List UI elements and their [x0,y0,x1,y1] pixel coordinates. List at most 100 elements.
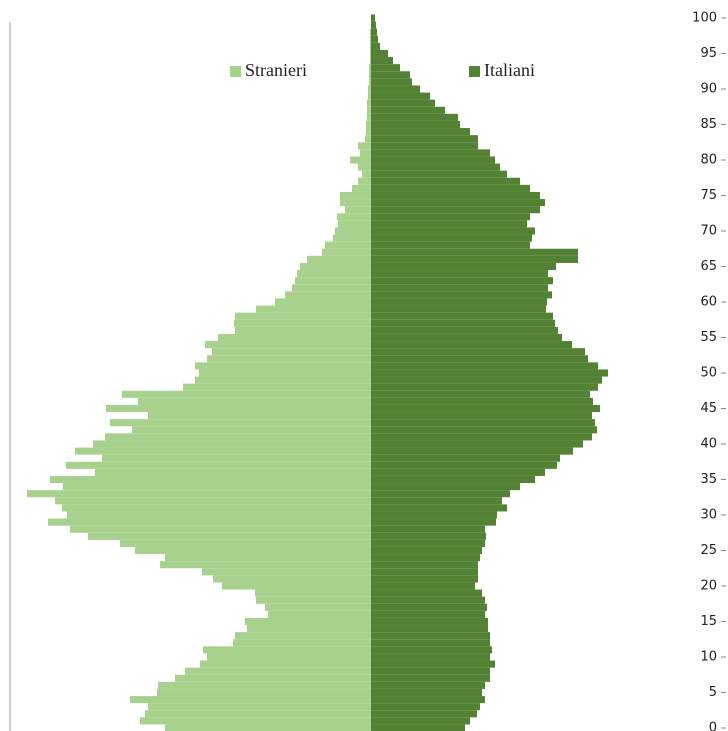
bar [371,120,460,129]
bar [158,681,371,689]
bar [371,404,600,413]
bar [235,632,371,640]
y-tick-label: 70 [700,224,717,239]
bar [371,42,380,50]
bar [366,120,371,129]
bar [371,653,490,661]
legend-label: Stranieri [245,60,307,80]
bar [256,596,371,604]
bar [333,234,371,242]
bar [371,163,500,171]
bar [371,497,502,505]
bar [205,341,371,349]
bar [175,674,371,682]
bar [371,206,540,214]
y-tick-label: 80 [700,153,717,168]
bar [102,454,371,462]
bar [370,57,371,65]
bar [371,390,590,398]
bar [371,149,490,157]
bar [50,475,371,484]
bar [203,646,371,654]
bar [200,660,371,668]
bar [358,177,371,185]
bar [371,525,485,533]
y-tick-label: 55 [700,330,717,345]
bar [212,348,371,356]
bar [235,312,371,320]
bar [371,333,562,342]
bar [371,248,578,256]
bar [370,28,371,36]
bar [371,710,477,718]
bar [371,617,488,626]
bar [371,312,553,320]
bar [369,71,371,79]
bar [371,454,560,462]
bar [207,355,371,363]
bar [367,106,371,114]
y-tick-label: 65 [700,259,717,274]
bar [300,262,371,271]
bar [218,333,371,342]
bar [63,483,371,491]
bar [371,319,555,327]
bar [358,142,371,150]
bar [256,305,371,313]
bar [367,113,371,121]
bar [371,681,485,689]
y-tick-label: 5 [709,685,717,700]
bar [195,362,371,370]
bar [371,99,435,107]
bar [106,404,371,413]
bar [202,568,371,576]
bar [370,35,371,43]
bar [371,717,470,725]
bar [70,525,371,533]
bar [371,546,482,555]
bar [371,177,520,185]
bar [371,220,527,228]
bar [371,511,497,519]
bar [371,433,592,441]
bar [362,170,371,178]
bar [370,42,371,50]
bar [371,397,593,405]
bar [148,412,371,420]
bar [371,156,495,164]
bar [345,206,371,214]
bar [371,85,420,93]
bar [371,724,465,731]
bar [371,241,530,249]
bar [340,199,371,207]
bar [371,369,608,377]
bar [371,262,556,271]
bar [371,660,495,668]
bar [371,603,487,611]
y-tick-label: 45 [700,401,717,416]
bar [371,696,485,704]
bar [371,447,573,455]
bar [358,163,371,171]
bar [322,248,371,256]
bar [265,603,371,611]
bar [352,184,371,192]
bar [369,64,371,72]
bar [371,688,482,697]
bar [371,49,388,58]
y-tick-label: 10 [700,650,717,665]
y-tick-label: 75 [700,188,717,203]
y-tick-label: 50 [700,366,717,381]
bar [371,561,478,569]
bar [371,28,377,36]
bar [371,468,545,476]
bar [366,128,371,136]
bar [75,447,371,455]
bar [371,475,535,484]
bar [268,610,371,618]
bar [275,298,371,306]
bar [371,170,507,178]
bar [371,305,546,313]
bar [371,610,485,618]
